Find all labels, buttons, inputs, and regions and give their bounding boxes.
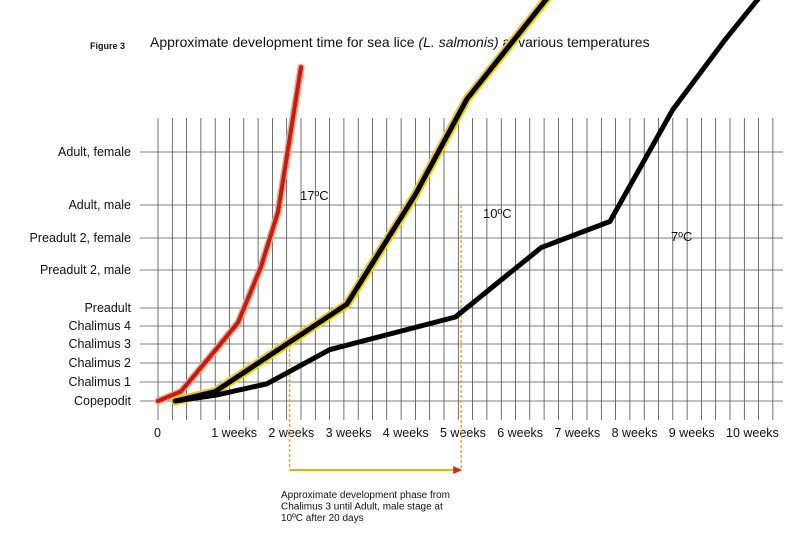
y-stage-label: Adult, male [68,198,131,212]
x-tick-label: 9 weeks [669,426,715,440]
annotation-note-line-3: 10ºC after 20 days [281,513,364,524]
y-stage-label: Chalimus 1 [68,375,131,389]
chart-title: Approximate development time for sea lic… [150,34,650,50]
x-tick-label: 5 weeks [440,426,486,440]
chart-title-prefix: Approximate development time for sea lic… [150,34,418,50]
x-tick-label: 4 weeks [383,426,429,440]
series-line [172,0,549,404]
chart-title-species: (L. salmonis) [418,34,498,50]
series-label: 10ºC [483,206,512,221]
x-tick-labels: 0 1 weeks 2 weeks 3 weeks 4 weeks 5 weeks 6 we… [154,426,779,440]
figure-tag: Figure 3 [90,41,125,51]
y-stage-label: Chalimus 2 [68,356,131,370]
annotation-arrowhead [453,466,463,474]
x-tick-label: 7 weeks [554,426,600,440]
y-stage-label: Preadult [84,301,131,315]
series-line [156,65,303,403]
x-tick-label: 6 weeks [497,426,543,440]
y-stage-label: Preadult 2, female [30,231,131,245]
series-line [172,0,761,404]
annotation-note: Approximate development phase from Chali… [281,490,453,524]
y-stage-label: Preadult 2, male [40,263,131,277]
series-label: 7ºC [671,229,692,244]
x-tick-label: 3 weeks [326,426,372,440]
y-stage-label: Chalimus 4 [68,319,131,333]
x-tick-label: 8 weeks [612,426,658,440]
series-labels: 17ºC 10ºC 7ºC [300,188,692,244]
series-lines [154,0,761,406]
y-stage-label: Adult, female [58,145,131,159]
series-label: 17ºC [300,188,329,203]
y-stage-label: Copepodit [74,394,132,408]
annotation-note-line-2: Chalimus 3 until Adult, male stage at [281,502,443,513]
annotation-note-line-1: Approximate development phase from [281,490,450,501]
grid [140,118,783,420]
y-stage-label: Chalimus 3 [68,337,131,351]
chart-title-suffix: at various temperatures [499,34,650,50]
annotation [288,205,463,474]
stage-labels: Copepodit Chalimus 1 Chalimus 2 Chalimus 3 C… [30,145,132,408]
x-tick-label: 1 weeks [211,426,257,440]
x-tick-label: 0 [154,426,161,440]
x-tick-label: 10 weeks [726,426,779,440]
x-tick-label: 2 weeks [268,426,314,440]
